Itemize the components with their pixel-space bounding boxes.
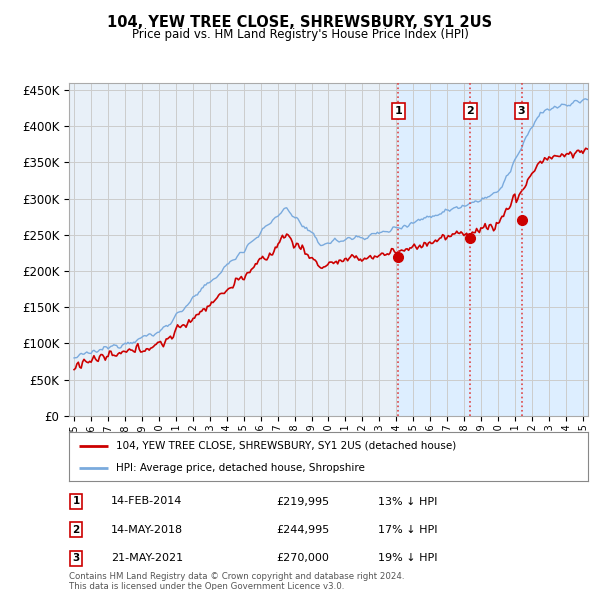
Text: £244,995: £244,995 [276, 525, 329, 535]
Text: 104, YEW TREE CLOSE, SHREWSBURY, SY1 2US: 104, YEW TREE CLOSE, SHREWSBURY, SY1 2US [107, 15, 493, 30]
Text: Price paid vs. HM Land Registry's House Price Index (HPI): Price paid vs. HM Land Registry's House … [131, 28, 469, 41]
Text: This data is licensed under the Open Government Licence v3.0.: This data is licensed under the Open Gov… [69, 582, 344, 590]
Text: 104, YEW TREE CLOSE, SHREWSBURY, SY1 2US (detached house): 104, YEW TREE CLOSE, SHREWSBURY, SY1 2US… [116, 441, 456, 451]
Text: 3: 3 [518, 106, 526, 116]
Text: 2: 2 [467, 106, 475, 116]
Bar [398, 83, 588, 416]
Text: Contains HM Land Registry data © Crown copyright and database right 2024.: Contains HM Land Registry data © Crown c… [69, 572, 404, 581]
Text: 13% ↓ HPI: 13% ↓ HPI [378, 497, 437, 506]
Text: 21-MAY-2021: 21-MAY-2021 [111, 553, 183, 563]
Text: £270,000: £270,000 [276, 553, 329, 563]
Text: £219,995: £219,995 [276, 497, 329, 506]
Text: 17% ↓ HPI: 17% ↓ HPI [378, 525, 437, 535]
Text: 14-FEB-2014: 14-FEB-2014 [111, 497, 182, 506]
Text: 2: 2 [73, 525, 80, 535]
Text: 19% ↓ HPI: 19% ↓ HPI [378, 553, 437, 563]
Text: 3: 3 [73, 553, 80, 563]
Text: 14-MAY-2018: 14-MAY-2018 [111, 525, 183, 535]
Text: 1: 1 [73, 497, 80, 506]
Text: 1: 1 [395, 106, 402, 116]
Text: HPI: Average price, detached house, Shropshire: HPI: Average price, detached house, Shro… [116, 463, 365, 473]
